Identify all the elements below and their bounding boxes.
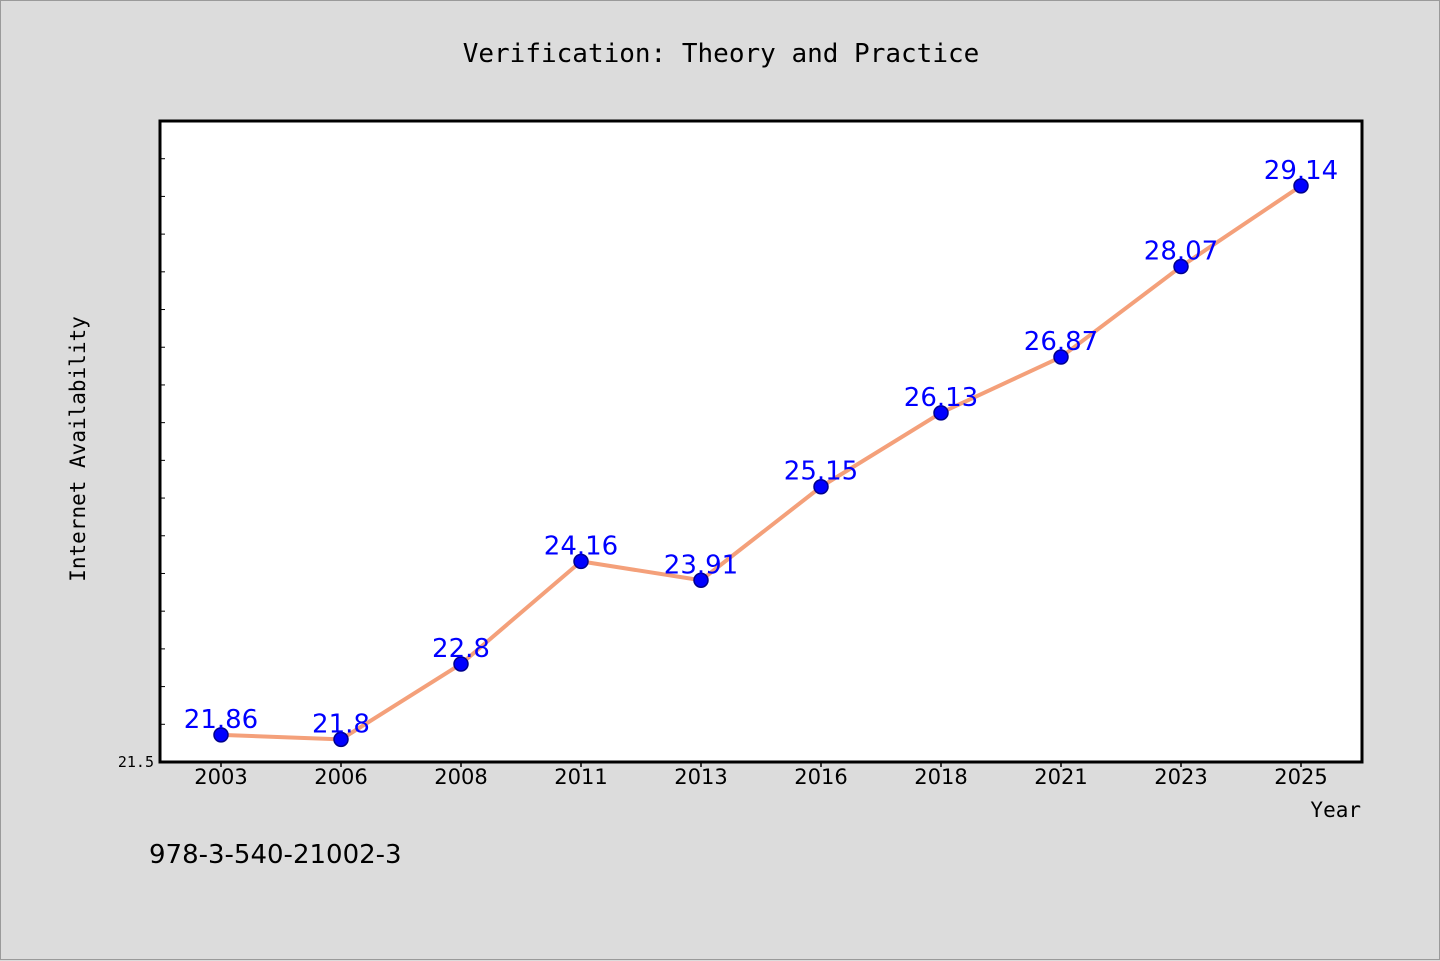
- x-tick-label: 2021: [1034, 765, 1087, 789]
- x-tick-label: 2018: [914, 765, 967, 789]
- data-point: [213, 727, 229, 743]
- data-point: [813, 478, 829, 495]
- data-label: 26.13: [904, 383, 978, 413]
- data-point: [1173, 258, 1189, 275]
- y-axis-ticks: [160, 120, 165, 763]
- data-label: 23.91: [664, 550, 738, 580]
- x-tick-label: 2006: [314, 765, 367, 789]
- y-axis-label: Internet Availability: [66, 316, 90, 582]
- data-point: [693, 572, 709, 589]
- data-point: [333, 731, 349, 748]
- x-axis-tick-labels: 2003 2006 2008 2011 2013 2016 2018 2021 2023 2025: [194, 765, 1327, 789]
- x-tick-label: 2013: [674, 765, 727, 789]
- x-tick-label: 2023: [1154, 765, 1207, 789]
- x-tick-label: 2025: [1274, 765, 1327, 789]
- data-labels: 21.86 21.8 22.8 24.16 23.91 25.15 26.13 26.87 28…: [184, 156, 1338, 740]
- data-label: 29.14: [1264, 156, 1338, 186]
- data-label: 24.16: [544, 531, 618, 561]
- chart-title: Verification: Theory and Practice: [463, 39, 980, 69]
- data-label: 25.15: [784, 457, 858, 487]
- x-tick-label: 2016: [794, 765, 847, 789]
- footer-text: 978-3-540-21002-3: [149, 840, 402, 870]
- x-tick-label: 2011: [554, 765, 607, 789]
- x-axis-ticks: [220, 762, 1302, 767]
- data-point: [933, 405, 949, 421]
- x-axis-label: Year: [1310, 798, 1361, 822]
- data-label: 22.8: [432, 634, 490, 664]
- x-tick-label: 2003: [194, 765, 247, 789]
- plot-area: [158, 119, 1364, 764]
- data-label: 21.8: [312, 709, 370, 739]
- y-axis-tick-label: 21.5: [118, 753, 154, 771]
- data-label: 21.86: [184, 705, 258, 735]
- data-label: 28.07: [1144, 237, 1218, 267]
- x-tick-label: 2008: [434, 765, 487, 789]
- data-point: [573, 553, 589, 570]
- data-label: 26.87: [1024, 327, 1098, 357]
- data-point: [1293, 178, 1309, 194]
- data-point: [453, 656, 469, 672]
- series-markers: [213, 178, 1309, 748]
- data-point: [1053, 349, 1069, 365]
- series-line: [219, 183, 1303, 742]
